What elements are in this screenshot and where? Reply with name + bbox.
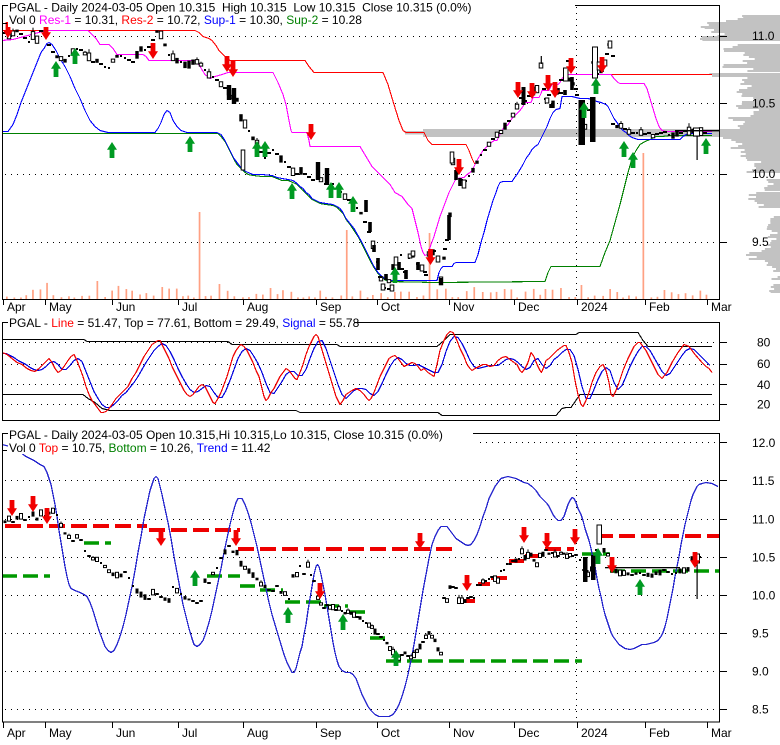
svg-text:Dec: Dec bbox=[518, 300, 539, 314]
svg-text:12.0: 12.0 bbox=[752, 436, 776, 450]
svg-text:Nov: Nov bbox=[453, 300, 474, 314]
svg-text:11.0: 11.0 bbox=[752, 513, 775, 527]
svg-text:Aug: Aug bbox=[247, 300, 268, 314]
svg-text:Feb: Feb bbox=[649, 726, 670, 740]
svg-text:11.0: 11.0 bbox=[752, 29, 775, 43]
svg-text:10.0: 10.0 bbox=[752, 167, 776, 181]
svg-text:Mar: Mar bbox=[711, 300, 732, 314]
svg-text:PGAL - Daily 2024-03-05 Open 1: PGAL - Daily 2024-03-05 Open 10.315 High… bbox=[9, 1, 472, 15]
svg-text:Mar: Mar bbox=[711, 726, 732, 740]
svg-text:10.5: 10.5 bbox=[752, 551, 776, 565]
svg-text:PGAL - Daily 2024-03-05 Open 1: PGAL - Daily 2024-03-05 Open 10.315,Hi 1… bbox=[9, 428, 443, 442]
svg-text:9.5: 9.5 bbox=[752, 627, 769, 641]
svg-text:Oct: Oct bbox=[381, 726, 400, 740]
svg-text:May: May bbox=[49, 300, 72, 314]
svg-text:Jul: Jul bbox=[182, 726, 197, 740]
svg-text:11.5: 11.5 bbox=[752, 474, 775, 488]
svg-text:8.5: 8.5 bbox=[752, 703, 769, 717]
svg-text:Nov: Nov bbox=[453, 726, 474, 740]
svg-text:2024: 2024 bbox=[581, 726, 608, 740]
svg-text:Oct: Oct bbox=[381, 300, 400, 314]
svg-text:10.0: 10.0 bbox=[752, 589, 776, 603]
svg-text:Sep: Sep bbox=[320, 726, 342, 740]
svg-text:9.0: 9.0 bbox=[752, 665, 769, 679]
svg-text:60: 60 bbox=[757, 357, 771, 371]
svg-text:Apr: Apr bbox=[7, 300, 26, 314]
svg-text:PGAL - Line = 51.47, Top = 77.: PGAL - Line = 51.47, Top = 77.61, Bottom… bbox=[9, 316, 360, 330]
svg-text:Apr: Apr bbox=[7, 726, 26, 740]
svg-text:Sep: Sep bbox=[320, 300, 342, 314]
svg-text:Jul: Jul bbox=[182, 300, 197, 314]
svg-text:May: May bbox=[49, 726, 72, 740]
svg-text:10.5: 10.5 bbox=[752, 97, 776, 111]
svg-text:20: 20 bbox=[757, 398, 771, 412]
svg-text:Vol 0 Res-1 = 10.31, Res-2 = 1: Vol 0 Res-1 = 10.31, Res-2 = 10.72, Sup-… bbox=[9, 13, 362, 27]
svg-text:80: 80 bbox=[757, 336, 771, 350]
svg-text:9.5: 9.5 bbox=[752, 235, 769, 249]
svg-text:2024: 2024 bbox=[581, 300, 608, 314]
svg-text:Feb: Feb bbox=[649, 300, 670, 314]
svg-text:Dec: Dec bbox=[518, 726, 539, 740]
svg-text:Jun: Jun bbox=[116, 300, 135, 314]
svg-text:40: 40 bbox=[757, 378, 771, 392]
svg-text:Aug: Aug bbox=[247, 726, 268, 740]
svg-text:Vol 0 Top = 10.75, Bottom = 10: Vol 0 Top = 10.75, Bottom = 10.26, Trend… bbox=[9, 441, 271, 455]
svg-text:Jun: Jun bbox=[116, 726, 135, 740]
